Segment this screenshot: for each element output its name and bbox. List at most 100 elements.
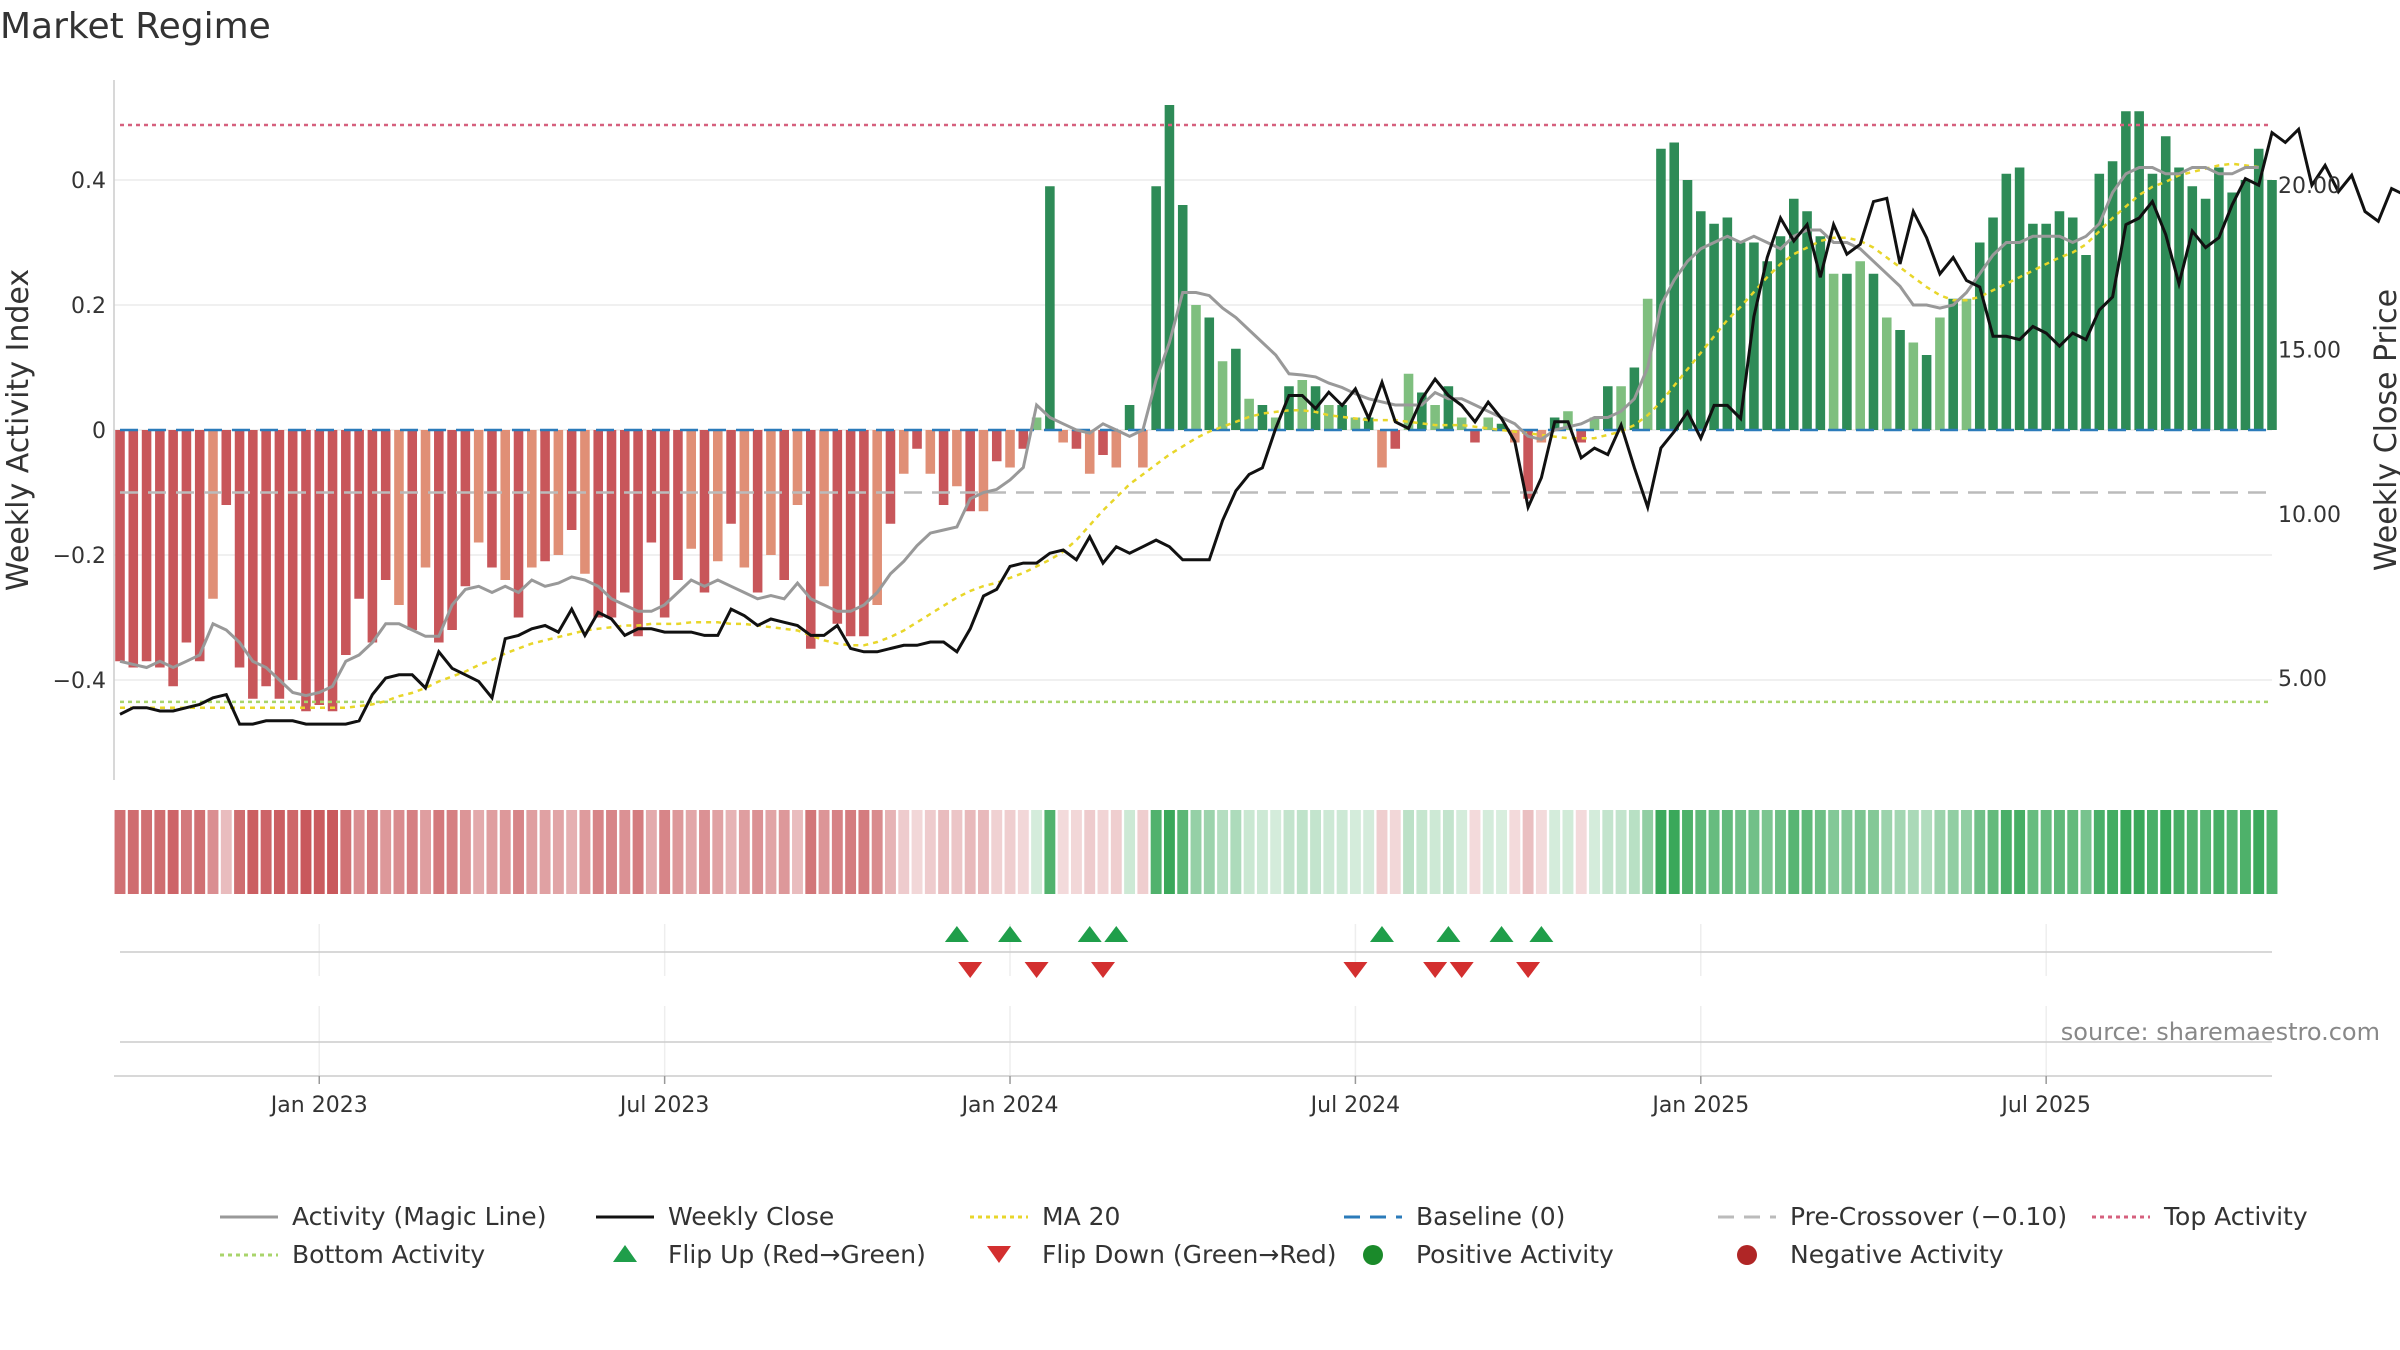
weekly-close-line — [119, 126, 2400, 726]
heat-cell — [1137, 810, 1149, 894]
right-axis-title: Weekly Close Price — [2369, 289, 2400, 571]
activity-bar — [115, 430, 125, 662]
activity-bar — [128, 430, 139, 668]
activity-bar — [513, 430, 524, 618]
heat-cell — [1177, 810, 1189, 894]
heat-cell — [1921, 810, 1933, 894]
legend-label: Top Activity — [2163, 1202, 2308, 1231]
x-tick-label: Jan 2025 — [1650, 1093, 1749, 1118]
right-y-ticks: 5.00 10.00 15.00 20.00 — [2278, 174, 2341, 692]
activity-bar — [354, 430, 364, 599]
activity-bar — [1881, 317, 1892, 430]
activity-bar — [1842, 273, 1852, 430]
heat-cell — [1695, 810, 1707, 894]
heat-cell — [1124, 810, 1136, 894]
heat-cell — [1655, 810, 1667, 894]
activity-bar — [659, 430, 670, 618]
flip-up-marker — [1369, 926, 1394, 942]
heat-cell — [778, 810, 790, 894]
heat-cell — [1509, 810, 1521, 894]
heat-cell — [1217, 810, 1229, 894]
heat-cell — [2093, 810, 2105, 894]
left-tick-label: 0.4 — [71, 169, 106, 194]
heat-cell — [1854, 810, 1866, 894]
flip-up-marker — [1529, 926, 1554, 942]
heat-cell — [539, 810, 551, 894]
activity-bar — [1921, 355, 1932, 430]
heat-cell — [406, 810, 418, 894]
activity-bar — [1164, 105, 1175, 430]
flip-down-marker — [1449, 962, 1474, 978]
heat-cell — [1416, 810, 1428, 894]
heat-cell — [818, 810, 830, 894]
heat-cell — [885, 810, 896, 894]
heat-cell — [1256, 810, 1268, 894]
activity-bar — [819, 430, 829, 587]
activity-bar — [580, 430, 590, 574]
heat-cell — [1004, 810, 1016, 894]
flip-down-marker — [1423, 962, 1448, 978]
activity-bar — [287, 430, 298, 680]
activity-bar — [1244, 398, 1254, 430]
main-panel: −0.4 −0.2 0 0.2 0.4 5.00 10.00 15.00 20.00 Week… — [1, 80, 2400, 780]
legend-label: Activity (Magic Line) — [292, 1202, 546, 1231]
x-tick-label: Jul 2023 — [618, 1093, 710, 1118]
flip-markers — [944, 926, 1554, 978]
heat-cell — [1575, 810, 1587, 894]
heat-cell — [194, 810, 206, 894]
activity-bar — [805, 430, 816, 649]
activity-bar — [1177, 205, 1188, 430]
heat-cell — [924, 810, 936, 894]
activity-bar — [1935, 317, 1945, 430]
activity-bar — [1802, 211, 1812, 430]
activity-bar — [2267, 180, 2277, 430]
activity-bar — [181, 430, 192, 643]
activity-bar — [1456, 417, 1467, 430]
activity-bar — [2054, 211, 2065, 430]
activity-bar — [1045, 186, 1055, 430]
activity-bar — [1603, 386, 1613, 430]
activity-bar — [1974, 242, 1985, 430]
legend-label: Positive Activity — [1416, 1240, 1614, 1269]
heat-cell — [2014, 810, 2026, 894]
activity-bar — [1895, 330, 1905, 430]
legend-entry: Positive Activity — [1363, 1240, 1614, 1269]
heat-cell — [180, 810, 192, 894]
heat-cell — [1894, 810, 1906, 894]
activity-bar — [1390, 430, 1401, 449]
heat-cell — [1270, 810, 1282, 894]
heat-cell — [552, 810, 564, 894]
activity-bar — [314, 430, 325, 705]
heat-cell — [1376, 810, 1388, 894]
legend-entry: Top Activity — [2092, 1202, 2308, 1231]
heat-cell — [1708, 810, 1720, 894]
activity-bar — [1297, 380, 1308, 430]
left-tick-label: −0.4 — [53, 669, 106, 694]
activity-bar — [487, 430, 497, 568]
right-tick-label: 15.00 — [2278, 338, 2341, 363]
x-axis-ticks: Jan 2023 Jul 2023 Jan 2024 Jul 2024 Jan 2025… — [269, 1076, 2091, 1118]
heat-cell — [1496, 810, 1507, 894]
activity-bar — [341, 430, 351, 655]
activity-bar — [1350, 417, 1361, 430]
heat-cell — [699, 810, 710, 894]
heat-cell — [1150, 810, 1162, 894]
heat-cell — [1628, 810, 1640, 894]
heat-cell — [898, 810, 910, 894]
activity-bar — [327, 430, 338, 712]
activity-bar — [1204, 317, 1215, 430]
heat-cell — [1190, 810, 1202, 894]
activity-bar — [1908, 342, 1919, 430]
activity-bar — [2121, 111, 2131, 430]
heat-cell — [1044, 810, 1056, 894]
activity-bar — [1828, 273, 1839, 430]
flip-up-marker — [944, 926, 969, 942]
heat-cell — [366, 810, 378, 894]
heat-cell — [978, 810, 989, 894]
heat-cell — [1841, 810, 1853, 894]
legend-label: Weekly Close — [668, 1202, 834, 1231]
heat-cell — [911, 810, 923, 894]
activity-bar — [566, 430, 577, 530]
activity-bar — [447, 430, 457, 630]
legend-swatch-down — [987, 1246, 1011, 1263]
